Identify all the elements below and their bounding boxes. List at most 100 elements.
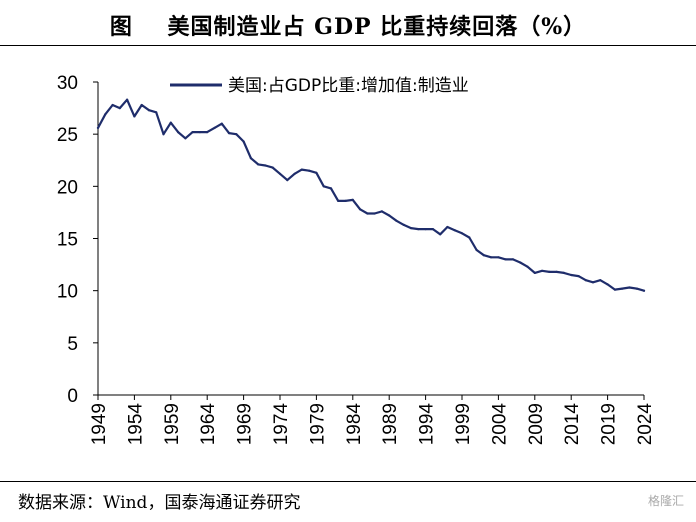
data-point bbox=[373, 212, 376, 215]
source-bar: 数据来源：Wind，国泰海通证券研究 格隆汇 bbox=[0, 481, 696, 522]
series-group bbox=[96, 98, 646, 292]
data-point bbox=[111, 103, 114, 107]
legend: 美国:占GDP比重:增加值:制造业 bbox=[170, 76, 469, 96]
legend-label: 美国:占GDP比重:增加值:制造业 bbox=[228, 76, 469, 96]
data-point bbox=[96, 126, 100, 129]
data-point bbox=[424, 228, 427, 231]
line-chart: 0 5 10 15 20 25 30 1949 1954 1959 1964 1969 1974 197… bbox=[57, 73, 656, 445]
x-tick-label: 1989 bbox=[380, 403, 401, 445]
x-tick-label: 2024 bbox=[635, 403, 656, 446]
data-point bbox=[504, 258, 507, 261]
data-point bbox=[453, 229, 456, 232]
y-axis-ticks: 0 5 10 15 20 25 30 bbox=[57, 73, 98, 407]
data-point bbox=[548, 270, 551, 273]
x-tick-label: 1999 bbox=[453, 403, 474, 445]
y-tick-label: 20 bbox=[57, 177, 78, 198]
data-point bbox=[562, 271, 566, 274]
data-point bbox=[366, 212, 369, 215]
data-point bbox=[642, 289, 646, 292]
y-tick-label: 0 bbox=[67, 386, 78, 407]
data-point bbox=[329, 187, 333, 190]
data-point bbox=[577, 275, 580, 278]
data-point bbox=[446, 225, 449, 229]
data-point bbox=[359, 208, 362, 211]
data-point bbox=[628, 286, 631, 289]
y-tick-label: 5 bbox=[67, 334, 78, 355]
data-point bbox=[555, 270, 558, 273]
data-point bbox=[591, 281, 595, 284]
x-tick-label: 1954 bbox=[125, 403, 146, 446]
data-point bbox=[351, 198, 354, 201]
x-tick-label: 1964 bbox=[198, 403, 219, 446]
x-tick-label: 1969 bbox=[235, 403, 256, 445]
data-point bbox=[460, 232, 464, 235]
data-point bbox=[621, 287, 624, 290]
x-tick-label: 1979 bbox=[307, 403, 328, 445]
data-point bbox=[315, 171, 318, 174]
data-point bbox=[278, 172, 282, 175]
y-tick-label: 30 bbox=[57, 73, 78, 94]
data-point bbox=[147, 109, 151, 112]
data-point bbox=[104, 113, 107, 116]
data-point bbox=[584, 279, 587, 282]
data-point bbox=[198, 131, 201, 134]
data-point bbox=[191, 131, 194, 134]
data-point bbox=[300, 168, 303, 171]
data-point bbox=[155, 111, 158, 114]
data-point bbox=[169, 121, 172, 124]
data-point bbox=[271, 166, 274, 169]
x-tick-label: 1949 bbox=[89, 403, 110, 445]
data-point bbox=[497, 256, 500, 259]
data-point bbox=[402, 223, 405, 226]
data-point bbox=[606, 283, 609, 286]
series-line-0 bbox=[96, 98, 646, 292]
data-point bbox=[635, 287, 638, 290]
watermark-logo: 格隆汇 bbox=[647, 494, 684, 508]
data-point bbox=[395, 219, 398, 222]
data-point bbox=[599, 279, 602, 282]
data-point bbox=[227, 132, 231, 135]
data-point bbox=[177, 131, 180, 134]
x-tick-label: 2019 bbox=[599, 403, 620, 445]
y-tick-label: 25 bbox=[57, 125, 78, 146]
data-point bbox=[162, 133, 165, 136]
y-tick-label: 10 bbox=[57, 282, 78, 303]
data-point bbox=[118, 107, 121, 110]
y-tick-label: 15 bbox=[57, 230, 78, 251]
x-tick-label: 2014 bbox=[562, 403, 583, 446]
data-point bbox=[286, 179, 289, 182]
data-point bbox=[213, 126, 216, 129]
data-point bbox=[380, 210, 383, 213]
data-point bbox=[249, 157, 252, 160]
data-point bbox=[613, 288, 617, 291]
data-point bbox=[206, 131, 209, 134]
data-point bbox=[533, 271, 536, 274]
x-tick-label: 2004 bbox=[489, 403, 510, 446]
data-point bbox=[482, 254, 485, 257]
title-bar: 图 美国制造业占 GDP 比重持续回落（%） bbox=[0, 0, 696, 46]
data-point bbox=[475, 248, 478, 252]
x-tick-label: 1959 bbox=[162, 403, 183, 445]
data-point bbox=[337, 199, 340, 202]
data-source: 数据来源：Wind，国泰海通证券研究 bbox=[18, 493, 301, 513]
x-tick-label: 1984 bbox=[344, 403, 365, 446]
data-point bbox=[184, 137, 187, 140]
data-point bbox=[264, 164, 267, 167]
data-point bbox=[570, 273, 573, 277]
data-point bbox=[242, 140, 245, 143]
data-point bbox=[140, 103, 143, 107]
axes bbox=[97, 82, 644, 396]
data-point bbox=[490, 256, 493, 259]
data-point bbox=[388, 214, 391, 217]
data-point bbox=[235, 133, 238, 136]
data-point bbox=[220, 122, 223, 125]
chart-title: 图 美国制造业占 GDP 比重持续回落（%） bbox=[109, 14, 587, 40]
x-tick-label: 2009 bbox=[526, 403, 547, 445]
data-point bbox=[526, 265, 529, 268]
data-point bbox=[409, 227, 413, 230]
data-point bbox=[519, 261, 522, 264]
data-point bbox=[293, 172, 296, 175]
data-point bbox=[431, 228, 434, 231]
x-axis-ticks: 1949 1954 1959 1964 1969 1974 1979 1984 1989 1994… bbox=[89, 395, 656, 445]
data-point bbox=[126, 98, 129, 101]
